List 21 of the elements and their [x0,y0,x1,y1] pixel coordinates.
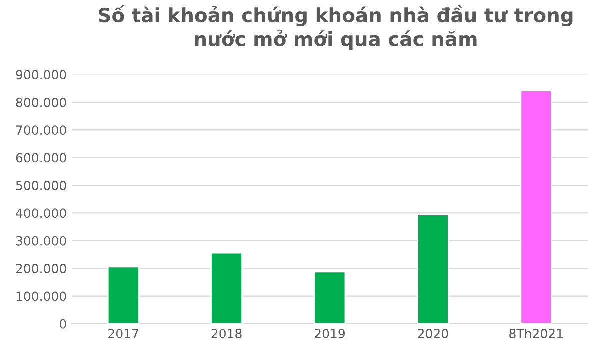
y-tick-label: 300.000 [16,236,66,246]
y-tick-label: 200.000 [16,264,66,274]
y-tick-label: 100.000 [16,292,66,302]
y-tick-label: 700.000 [16,126,66,136]
bar [107,266,140,324]
y-tick-label: 900.000 [16,70,66,80]
y-tick-label: 0 [60,319,66,329]
y-tick-label: 600.000 [16,153,66,163]
bar [417,214,450,324]
x-tick-label: 8Th2021 [510,328,563,338]
x-tick-label: 2019 [315,329,346,338]
bar [314,271,346,324]
chart-title: Số tài khoản chứng khoán nhà đầu tư trong nước mở mới qua các năm [99,5,573,50]
y-tick-label: 400.000 [16,208,66,218]
x-tick-label: 2017 [108,329,138,338]
x-tick-label: 2020 [418,329,448,338]
bar [210,252,243,324]
x-tick-label: 2018 [212,329,242,338]
y-tick-label: 800.000 [16,98,66,108]
y-tick-label: 500.000 [16,180,66,190]
bar [520,90,553,324]
